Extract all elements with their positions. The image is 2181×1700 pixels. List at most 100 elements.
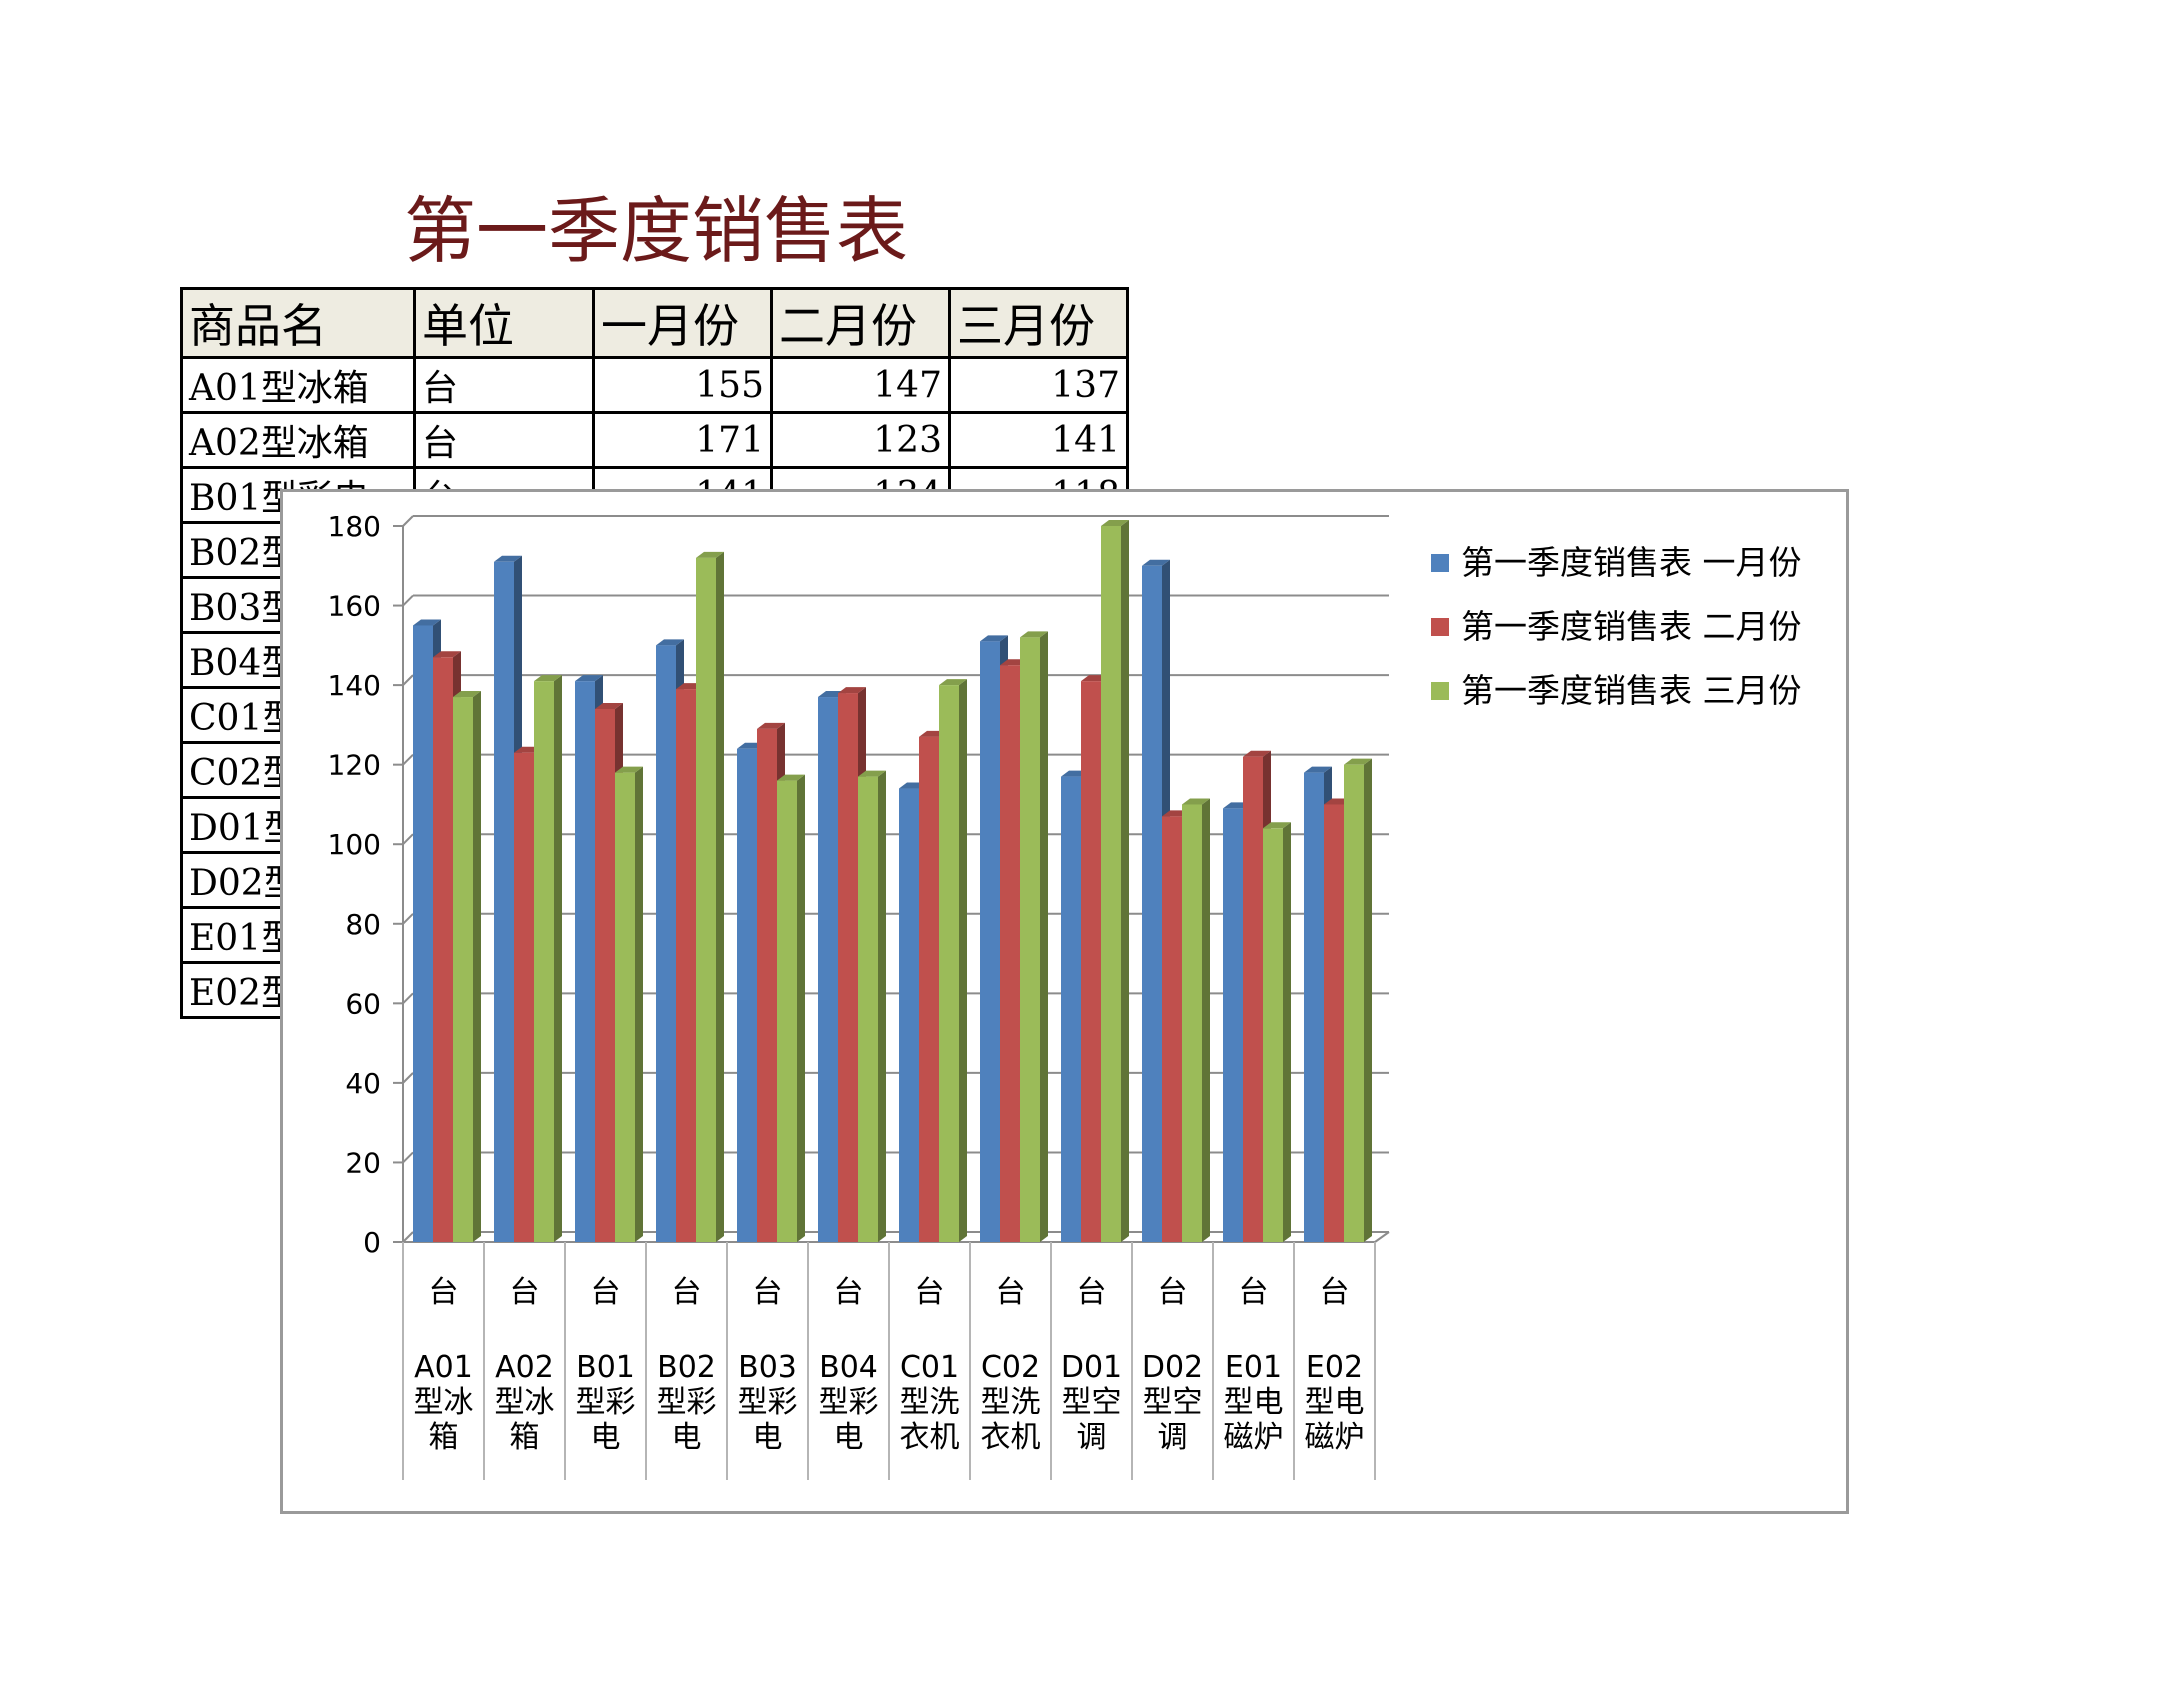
x-tick-name-line: B01 [576, 1350, 635, 1385]
bar-top [1243, 750, 1271, 757]
cell-february[interactable]: 123 [770, 411, 951, 469]
chart-panel[interactable]: 0 20 40 60 80 100 120 140 160 180 台 A01 型冰箱台 A02 型冰箱台 B… [280, 489, 1849, 1514]
gridline-side [402, 833, 414, 845]
bar-side [878, 770, 886, 1242]
gridline-side [402, 674, 414, 686]
bar [534, 681, 554, 1242]
gridline-side [402, 594, 414, 607]
table-row: A01型冰箱台 155 147 137 [180, 356, 1129, 414]
bar [433, 657, 453, 1242]
bar [413, 625, 433, 1242]
x-tick-name-line: D02 [1142, 1350, 1203, 1385]
bar [595, 708, 615, 1242]
x-tick-name-label: B02 型彩电 [657, 1350, 717, 1455]
x-tick-name-label: B01 型彩电 [576, 1350, 636, 1455]
bar [1020, 637, 1040, 1242]
bar-top [534, 675, 562, 682]
bar-top [595, 702, 623, 709]
x-tick-name-line: 型彩 [738, 1385, 798, 1420]
x-tick-name-line: B02 [657, 1350, 716, 1385]
y-tick-label: 140 [328, 669, 381, 702]
bar-side [554, 675, 562, 1242]
x-tick-unit-label: 台 [510, 1275, 540, 1310]
x-tick-name-line: 衣机 [900, 1420, 960, 1455]
bar [1142, 565, 1162, 1242]
bar [1223, 808, 1243, 1242]
x-tick-name-line: 电 [591, 1420, 621, 1455]
gridline-side [402, 1151, 414, 1164]
x-tick-name-line: 型电 [1305, 1385, 1365, 1420]
bar-top [696, 551, 724, 558]
bar [980, 641, 1000, 1242]
x-tick-name-label: E01 型电磁炉 [1224, 1350, 1284, 1455]
bar-side [1040, 631, 1048, 1242]
gridline-side [402, 1072, 414, 1084]
cell-product-name[interactable]: A01型冰箱 [180, 356, 416, 414]
legend-swatch [1431, 554, 1449, 572]
bar [777, 780, 797, 1242]
y-tick-label: 20 [345, 1146, 381, 1179]
x-tick-name-line: 电 [753, 1420, 783, 1455]
bar [1324, 804, 1344, 1242]
header-february[interactable]: 二月份 [770, 287, 951, 359]
bar-top [453, 691, 481, 698]
bar [1243, 756, 1263, 1242]
bar-top [757, 722, 785, 729]
header-product-name[interactable]: 商品名 [180, 287, 416, 359]
bar-top [838, 687, 866, 694]
header-january[interactable]: 一月份 [592, 287, 773, 359]
bar-side [1364, 758, 1372, 1242]
cell-march[interactable]: 141 [948, 411, 1129, 469]
bar-top [1182, 798, 1210, 805]
bar [899, 788, 919, 1242]
gridline-side [402, 1231, 414, 1243]
bar-top [433, 651, 461, 658]
bar [737, 748, 757, 1242]
x-tick-name-line: 磁炉 [1305, 1420, 1365, 1455]
bar-top [656, 639, 684, 646]
x-tick-name-line: 型电 [1224, 1385, 1284, 1420]
cell-march[interactable]: 137 [948, 356, 1129, 414]
bar [1304, 772, 1324, 1242]
x-tick-name-label: D02 型空调 [1142, 1350, 1203, 1455]
x-tick-name-line: 电 [834, 1420, 864, 1455]
bar [838, 693, 858, 1242]
x-tick-name-label: A02 型冰箱 [495, 1350, 555, 1455]
header-unit[interactable]: 单位 [413, 287, 595, 359]
x-tick-unit-label: 台 [1077, 1275, 1107, 1310]
cell-january[interactable]: 171 [592, 411, 773, 469]
y-tick-label: 100 [328, 828, 381, 861]
x-tick-unit-label: 台 [429, 1275, 459, 1310]
x-tick-name-line: 调 [1077, 1420, 1107, 1455]
table-header-row: 商品名 单位 一月份 二月份 三月份 [180, 287, 1129, 359]
x-tick-name-line: E01 [1225, 1350, 1282, 1385]
legend-swatch [1431, 682, 1449, 700]
x-tick-name-label: E02 型电磁炉 [1305, 1350, 1365, 1455]
x-tick-name-line: 电 [672, 1420, 702, 1455]
bar-side [797, 774, 805, 1242]
cell-unit[interactable]: 台 [413, 411, 595, 469]
cell-product-name[interactable]: A02型冰箱 [180, 411, 416, 469]
cell-unit[interactable]: 台 [413, 356, 595, 414]
cell-january[interactable]: 155 [592, 356, 773, 414]
legend-label: 第一季度销售表 一月份 [1461, 543, 1802, 582]
header-march[interactable]: 三月份 [948, 287, 1129, 359]
x-tick-unit-label: 台 [996, 1275, 1026, 1310]
legend-swatch [1431, 618, 1449, 636]
y-tick-label: 0 [363, 1226, 381, 1259]
bar [858, 776, 878, 1242]
x-tick-unit-label: 台 [1320, 1275, 1350, 1310]
bar-top [1344, 758, 1372, 765]
x-tick-name-line: 型彩 [657, 1385, 717, 1420]
cell-february[interactable]: 147 [770, 356, 951, 414]
y-tick-label: 40 [345, 1067, 381, 1100]
bar-top [777, 774, 805, 781]
x-tick-name-label: D01 型空调 [1061, 1350, 1122, 1455]
x-tick-name-line: C01 [900, 1350, 959, 1385]
x-tick-unit-label: 台 [753, 1275, 783, 1310]
bar [1263, 828, 1283, 1242]
x-tick-unit-label: 台 [591, 1275, 621, 1310]
bar-side [1121, 520, 1129, 1242]
gridline-side [402, 753, 414, 766]
bar [615, 772, 635, 1242]
